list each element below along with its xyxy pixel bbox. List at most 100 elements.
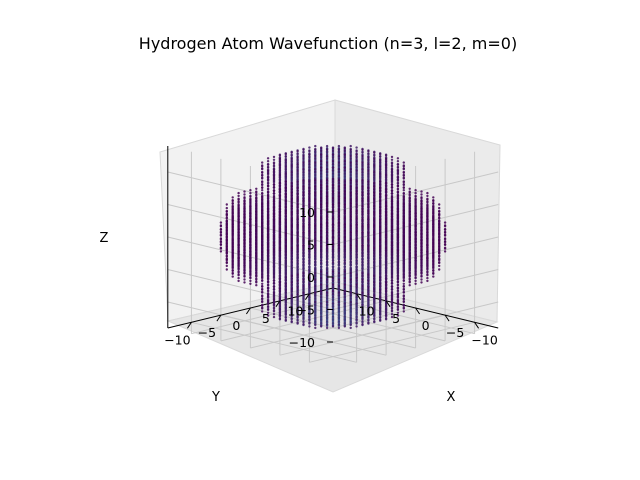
scatter-point	[438, 203, 441, 206]
scatter-point	[443, 231, 447, 234]
scatter-point	[314, 318, 317, 322]
scatter-point	[284, 265, 287, 268]
scatter-point	[384, 272, 388, 275]
scatter-point	[343, 320, 346, 323]
scatter-point	[384, 303, 388, 306]
scatter-point	[261, 307, 264, 310]
scatter-point	[219, 221, 223, 224]
scatter-point	[331, 317, 335, 320]
scatter-point	[373, 303, 376, 306]
scatter-point	[373, 179, 376, 182]
scatter-point	[361, 264, 364, 267]
scatter-point	[255, 272, 258, 275]
scatter-point	[432, 264, 435, 267]
scatter-point	[308, 319, 311, 322]
scatter-point	[219, 225, 223, 228]
scatter-point	[331, 320, 335, 323]
scatter-point	[314, 309, 317, 312]
scatter-point	[355, 310, 358, 314]
scatter-point	[402, 300, 405, 304]
scatter-point	[373, 318, 376, 321]
scatter-point	[402, 265, 405, 268]
scatter-point	[266, 314, 270, 317]
scatter-point	[420, 264, 423, 267]
scatter-point	[231, 272, 234, 275]
scatter-point	[272, 276, 276, 280]
scatter-point	[249, 271, 252, 274]
scatter-point	[373, 269, 376, 273]
scatter-point	[426, 279, 429, 283]
scatter-point	[396, 278, 400, 281]
scatter-point	[290, 264, 293, 267]
grid-line-y	[250, 307, 416, 349]
scatter-point	[290, 312, 293, 315]
scatter-point	[325, 318, 329, 322]
scatter-point	[396, 264, 400, 267]
scatter-point	[349, 321, 352, 325]
scatter-point	[314, 315, 317, 318]
scatter-point	[432, 275, 435, 278]
scatter-point	[325, 316, 329, 319]
scatter-point	[296, 316, 299, 320]
scatter-point	[278, 272, 282, 275]
scatter-point	[219, 240, 223, 244]
scatter-point	[243, 266, 246, 270]
scatter-point	[390, 271, 394, 274]
scatter-point	[272, 307, 276, 310]
grid-line-y	[191, 321, 357, 363]
scatter-point	[243, 264, 246, 267]
scatter-point	[373, 320, 376, 324]
scatter-point	[337, 324, 341, 327]
scatter-point	[355, 265, 358, 268]
scatter-point	[355, 325, 358, 328]
scatter-point	[426, 268, 429, 271]
scatter-point	[249, 274, 252, 277]
scatter-point	[438, 210, 441, 213]
scatter-point	[396, 166, 400, 169]
scatter-point	[373, 264, 376, 267]
scatter-point	[272, 315, 276, 319]
scatter-point	[320, 317, 323, 320]
scatter-point	[390, 310, 394, 313]
scatter-point	[278, 269, 282, 273]
scatter-point	[443, 221, 447, 224]
scatter-point	[414, 271, 417, 274]
scatter-point	[272, 180, 276, 184]
scatter-point	[231, 264, 234, 267]
scatter-point	[314, 312, 317, 315]
scatter-point	[266, 283, 270, 286]
scatter-point	[302, 309, 305, 312]
scatter-point	[261, 177, 264, 180]
scatter-point	[384, 305, 388, 309]
scatter-point	[261, 310, 264, 313]
scatter-point	[237, 279, 240, 283]
grid-line-z	[167, 301, 334, 343]
scatter-point	[438, 268, 441, 271]
scatter-point	[402, 310, 405, 313]
scatter-point	[379, 304, 382, 307]
scatter-point	[261, 183, 264, 187]
scatter-point	[349, 312, 352, 315]
scatter-point	[237, 268, 240, 271]
scatter-point	[355, 322, 358, 325]
scatter-point	[266, 166, 270, 169]
scatter-point	[337, 264, 341, 267]
scatter-point	[396, 269, 400, 273]
scatter-point	[443, 243, 447, 247]
scatter-point	[266, 290, 270, 293]
scatter-point	[243, 272, 246, 275]
scatter-point	[443, 240, 447, 244]
scatter-point	[414, 282, 417, 285]
scatter-point	[396, 303, 400, 306]
scatter-point	[261, 284, 264, 288]
scatter-point	[408, 269, 411, 273]
scatter-point	[225, 245, 228, 249]
scatter-point	[225, 203, 228, 206]
scatter-point	[402, 307, 405, 310]
scatter-point	[408, 264, 411, 267]
scatter-point	[438, 217, 441, 220]
scatter-point	[320, 310, 323, 314]
scatter-point	[361, 320, 364, 324]
scatter-point	[284, 316, 287, 320]
scatter-point	[343, 323, 346, 326]
